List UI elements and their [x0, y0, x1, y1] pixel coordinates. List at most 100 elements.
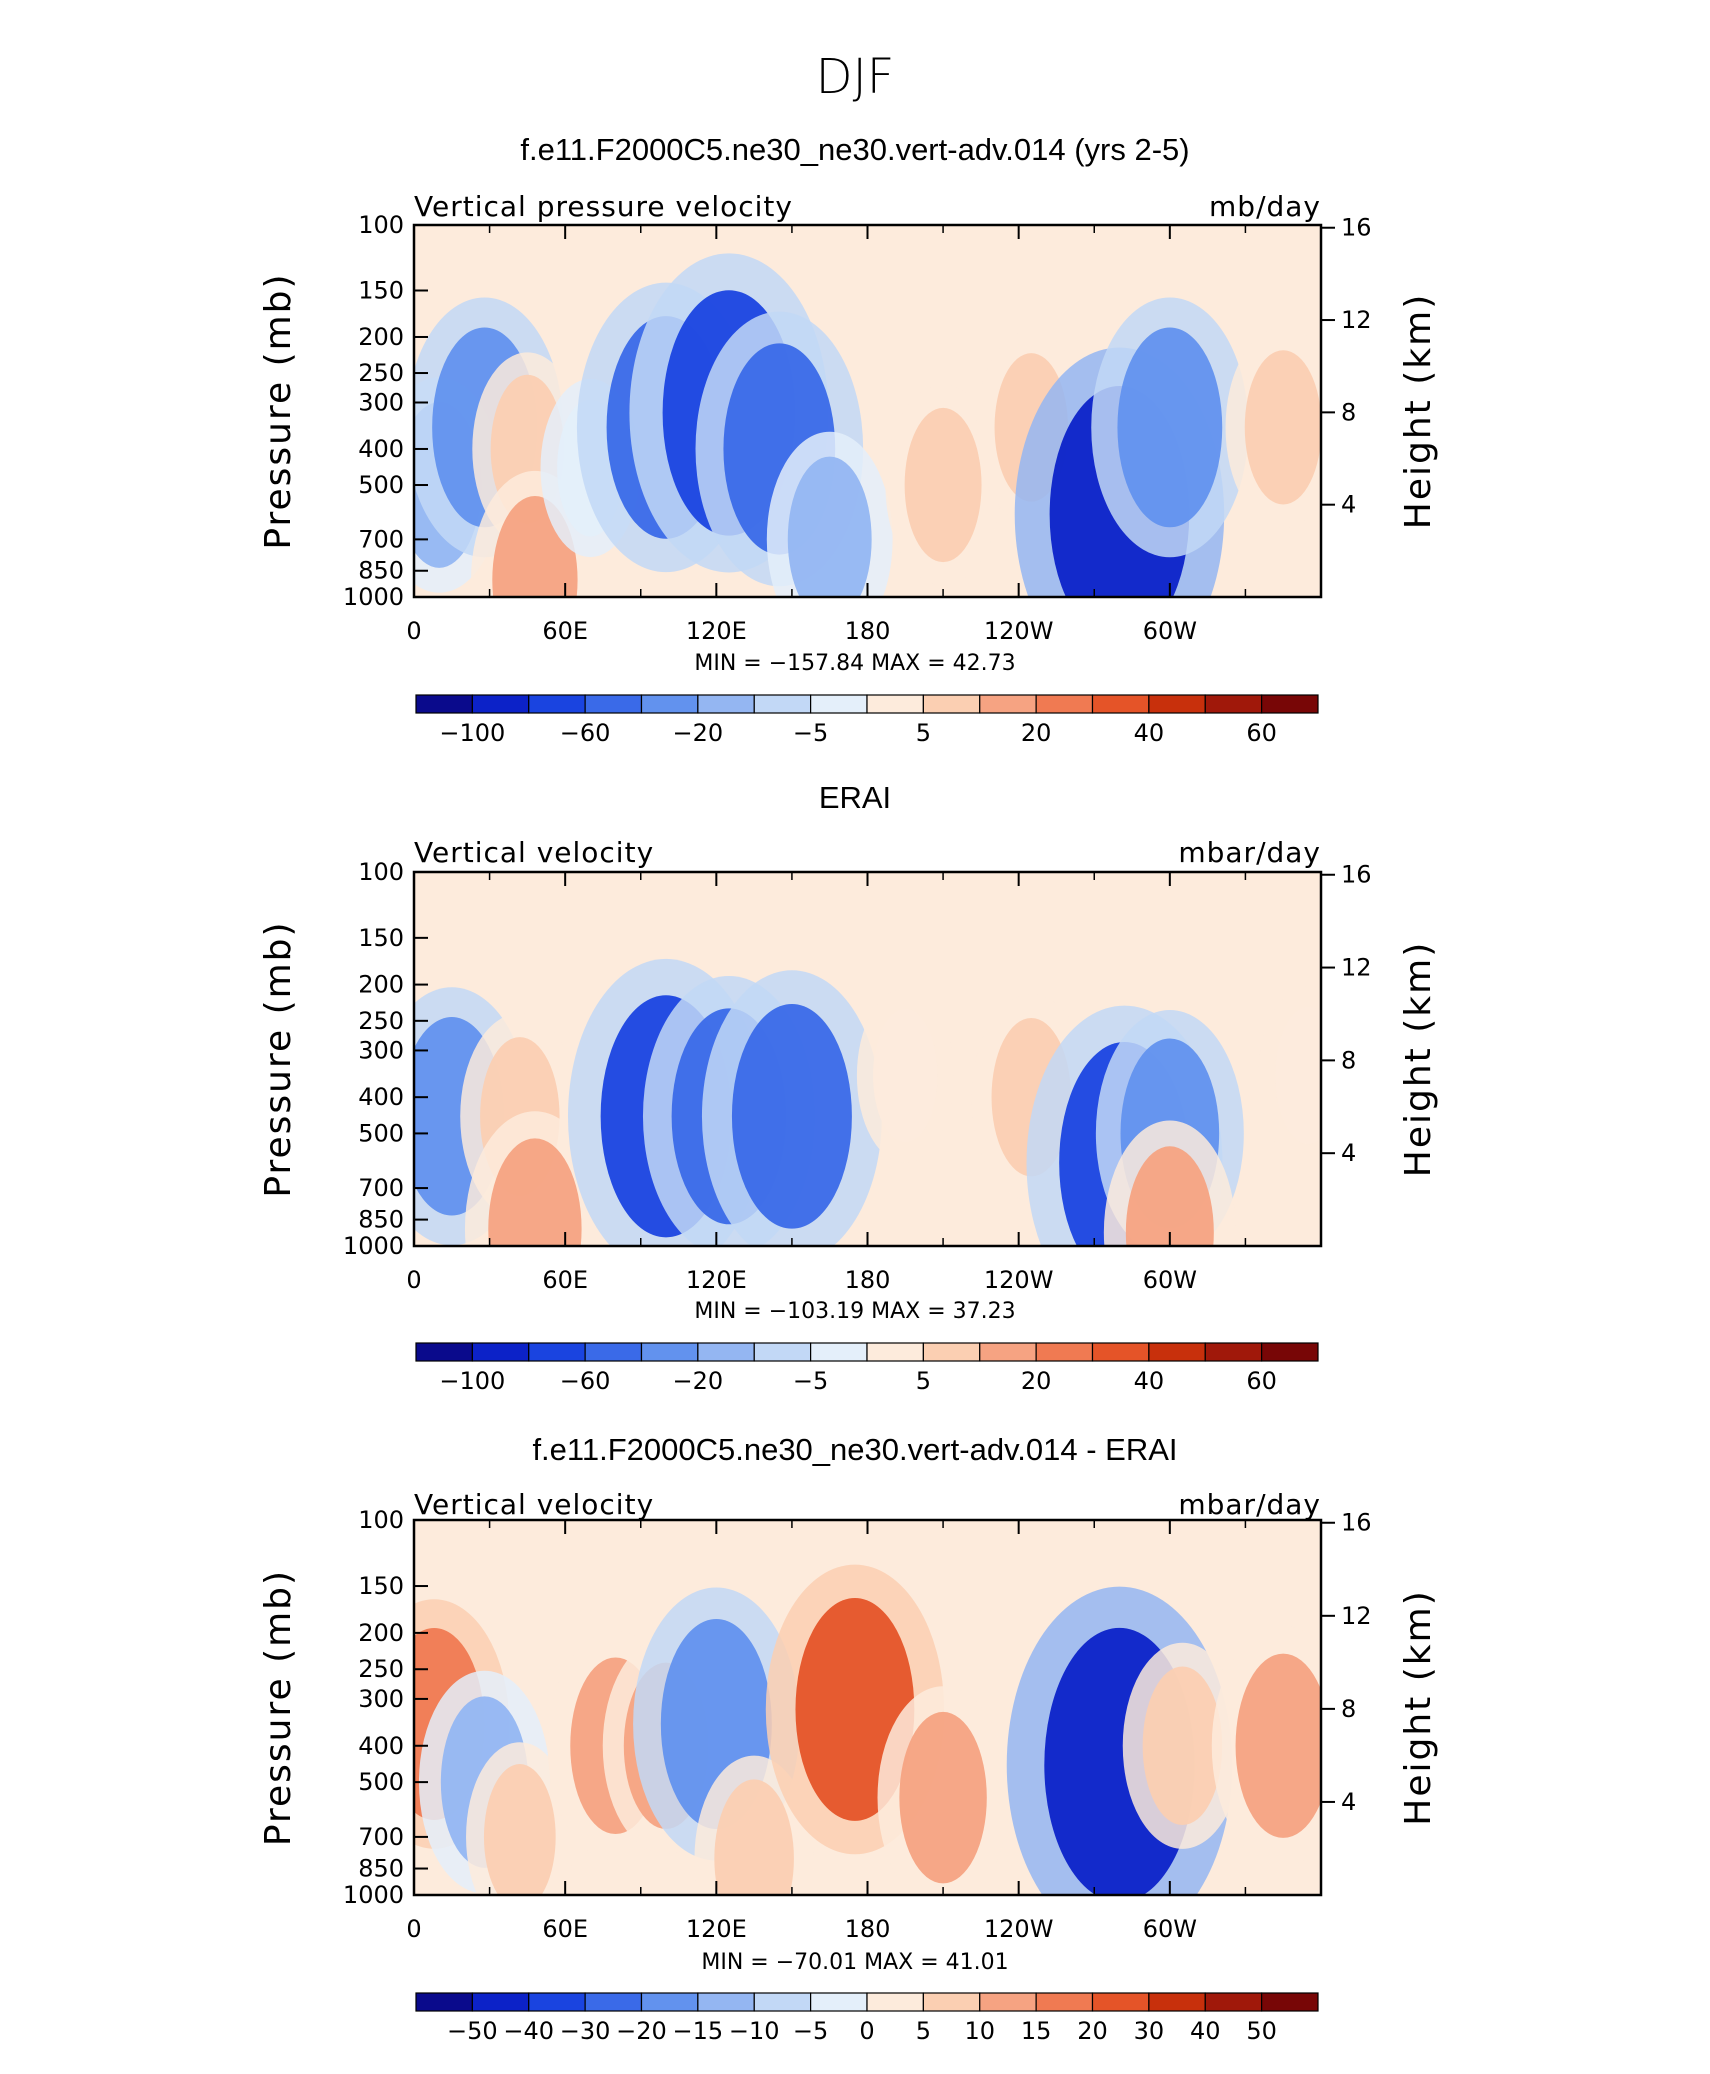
colorbar-label: −60	[560, 719, 611, 747]
colorbar-swatch	[1035, 1992, 1094, 2012]
y-tick-label: 150	[358, 924, 404, 952]
y-axis-label: Pressure (mb)	[258, 272, 299, 549]
colorbar-swatch	[922, 1342, 981, 1362]
colorbar-label: −50	[447, 2017, 498, 2045]
colorbar-swatch	[753, 1342, 812, 1362]
y2-tick-label: 12	[1341, 1602, 1372, 1630]
colorbar-swatch	[753, 694, 812, 714]
y-tick-label: 500	[358, 1768, 404, 1796]
colorbar-label: −5	[793, 719, 828, 747]
y2-tick-label: 4	[1341, 1788, 1356, 1816]
y-tick-label: 850	[358, 1855, 404, 1883]
colorbar-swatch	[922, 1992, 981, 2012]
y2-tick-label: 12	[1341, 954, 1372, 982]
y-tick-label: 100	[358, 1506, 404, 1534]
contour-core	[1117, 327, 1223, 528]
x-tick-label: 60E	[542, 617, 588, 645]
colorbar-swatch	[866, 1992, 924, 2012]
x-tick-label: 60W	[1143, 1915, 1197, 1943]
contour-core	[1125, 1146, 1214, 1246]
colorbar-swatch	[866, 694, 924, 714]
x-tick-label: 0	[406, 617, 421, 645]
panel-3: f.e11.F2000C5.ne30_ne30.vert-adv.014 - E…	[258, 1432, 1439, 2045]
y2-tick-label: 8	[1341, 1695, 1356, 1723]
units-label: mb/day	[1209, 190, 1321, 223]
y-tick-label: 300	[358, 388, 404, 416]
min-max-stats: MIN = −157.84 MAX = 42.73	[694, 651, 1015, 676]
y-tick-label: 250	[358, 1655, 404, 1683]
y2-axis-label: Height (km)	[1398, 1589, 1439, 1825]
colorbar-label: 5	[916, 1367, 931, 1395]
x-tick-label: 180	[845, 1915, 891, 1943]
contour-core	[899, 1711, 987, 1884]
y-tick-label: 300	[358, 1036, 404, 1064]
colorbar-swatch	[922, 694, 981, 714]
colorbar-swatch	[528, 694, 586, 714]
contour-core	[731, 1003, 852, 1229]
panels: f.e11.F2000C5.ne30_ne30.vert-adv.014 (yr…	[258, 132, 1439, 2045]
colorbar-swatch	[584, 694, 643, 714]
colorbar-swatch	[415, 1342, 473, 1362]
colorbar-swatch	[1148, 1992, 1206, 2012]
y-tick-label: 850	[358, 1206, 404, 1234]
y-tick-label: 100	[358, 858, 404, 886]
colorbar-label: 0	[859, 2017, 874, 2045]
colorbar-label: −15	[673, 2017, 724, 2045]
contour-core	[904, 407, 982, 563]
contour-core	[1142, 1666, 1223, 1826]
colorbar-swatch	[640, 1342, 699, 1362]
y-tick-label: 1000	[343, 1232, 404, 1260]
y2-tick-label: 16	[1341, 1509, 1372, 1537]
colorbar: −100 −60 −20 −5 5 20 40 60	[415, 694, 1319, 747]
colorbar-label: −100	[439, 1367, 505, 1395]
contour-core	[1275, 1006, 1321, 1145]
colorbar: −100 −60 −20 −5 5 20 40 60	[415, 1342, 1319, 1395]
y-tick-label: 200	[358, 323, 404, 351]
colorbar-label: 30	[1134, 2017, 1165, 2045]
x-tick-label: 60W	[1143, 1266, 1197, 1294]
colorbar-swatch	[640, 694, 699, 714]
colorbar-swatch	[866, 1342, 924, 1362]
colorbar-label: 20	[1021, 719, 1052, 747]
y2-tick-label: 4	[1341, 491, 1356, 519]
y-axis-label: Pressure (mb)	[258, 1569, 299, 1846]
colorbar-label: 60	[1246, 1367, 1277, 1395]
x-tick-label: 0	[406, 1266, 421, 1294]
x-tick-label: 0	[406, 1915, 421, 1943]
colorbar-label: −20	[673, 1367, 724, 1395]
y-tick-label: 1000	[343, 1881, 404, 1909]
variable-label: Vertical velocity	[414, 836, 654, 869]
colorbar-label: −40	[503, 2017, 554, 2045]
colorbar-swatch	[471, 694, 530, 714]
y-tick-label: 700	[358, 1174, 404, 1202]
colorbar-swatch	[810, 1342, 868, 1362]
y-tick-label: 700	[358, 1823, 404, 1851]
x-tick-label: 60E	[542, 1915, 588, 1943]
colorbar-swatch	[1035, 1342, 1094, 1362]
colorbar-swatch	[1261, 1992, 1319, 2012]
colorbar-label: 5	[916, 2017, 931, 2045]
colorbar-label: −10	[729, 2017, 780, 2045]
colorbar-swatch	[528, 1992, 586, 2012]
y-tick-label: 200	[358, 1619, 404, 1647]
contour-core	[1244, 350, 1321, 505]
colorbar-label: −5	[793, 1367, 828, 1395]
contour-core	[1235, 1653, 1321, 1838]
y-tick-label: 700	[358, 525, 404, 553]
colorbar-swatch	[979, 1342, 1037, 1362]
contour-core	[483, 1764, 556, 1895]
colorbar-swatch	[471, 1992, 530, 2012]
panel-title: ERAI	[819, 780, 891, 815]
x-tick-label: 180	[845, 617, 891, 645]
x-tick-label: 120W	[984, 1266, 1054, 1294]
y2-axis-label: Height (km)	[1398, 941, 1439, 1177]
x-tick-label: 120W	[984, 1915, 1054, 1943]
colorbar-label: −5	[793, 2017, 828, 2045]
x-tick-label: 120W	[984, 617, 1054, 645]
colorbar-swatch	[810, 694, 868, 714]
colorbar-swatch	[1204, 1342, 1263, 1362]
colorbar-swatch	[1204, 1992, 1263, 2012]
field	[414, 958, 1321, 1246]
y-tick-label: 300	[358, 1685, 404, 1713]
